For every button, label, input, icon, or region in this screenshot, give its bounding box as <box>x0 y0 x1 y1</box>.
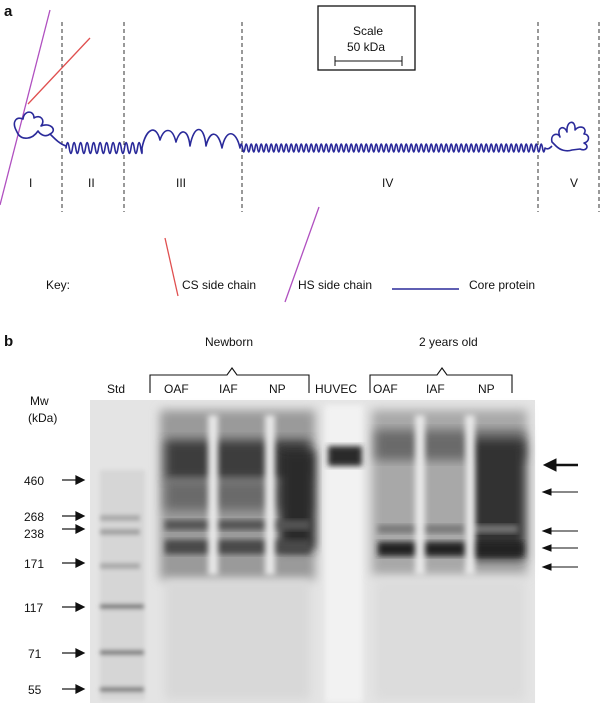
cs-key-swatch <box>164 237 179 297</box>
scale-box: Scale 50 kDa <box>317 5 416 71</box>
domain-label-ii: II <box>88 176 95 190</box>
band-arrow-2-icon <box>541 527 578 535</box>
domain-labels: I II III IV V <box>29 176 578 190</box>
legend-key: Key: CS side chain HS side chain Core pr… <box>46 206 535 303</box>
lane-label-2y-oaf: OAF <box>373 382 398 396</box>
mw-marker-55: 55 <box>28 683 42 697</box>
arrow-171-icon <box>62 558 86 568</box>
scale-title: Scale <box>353 24 383 38</box>
key-label: Key: <box>46 278 70 292</box>
huvec-lane <box>325 405 363 703</box>
mw-marker-268: 268 <box>24 510 44 524</box>
arrow-117-icon <box>62 602 86 612</box>
mw-marker-171: 171 <box>24 557 44 571</box>
newborn-brace <box>149 367 310 393</box>
domain-label-i: I <box>29 176 32 190</box>
panel-b: b Newborn 2 years old Std OAF IAF NP HUV… <box>4 333 578 703</box>
cs-side-chain-line <box>27 37 91 105</box>
group-2y-label: 2 years old <box>419 335 478 349</box>
gel-image <box>90 400 535 703</box>
core-key-label: Core protein <box>469 278 535 292</box>
core-protein <box>13 111 590 155</box>
lane-label-newborn-np: NP <box>269 382 286 396</box>
arrow-268-icon <box>62 511 86 521</box>
hs-side-chain-line <box>0 9 51 206</box>
lane-label-newborn-iaf: IAF <box>219 382 238 396</box>
hs-key-swatch <box>284 206 320 303</box>
newborn-smear <box>160 410 315 700</box>
mw-marker-71: 71 <box>28 647 42 661</box>
two-years-brace <box>369 367 513 393</box>
mw-title: Mw <box>30 394 49 408</box>
arrow-460-icon <box>62 475 86 485</box>
band-arrows-right <box>541 458 578 571</box>
lane-gaps <box>208 415 475 575</box>
lane-label-2y-np: NP <box>478 382 495 396</box>
domain-label-iii: III <box>176 176 186 190</box>
scale-box-frame <box>317 5 416 71</box>
hs-key-label: HS side chain <box>298 278 372 292</box>
std-lane <box>100 470 145 700</box>
domain-label-v: V <box>570 176 578 190</box>
band-arrow-3-icon <box>541 544 578 552</box>
band-arrow-1-icon <box>541 488 578 496</box>
group-newborn-label: Newborn <box>205 335 253 349</box>
domain-i-globule <box>13 111 55 139</box>
mw-marker-arrows <box>62 475 86 694</box>
cs-key-label: CS side chain <box>182 278 256 292</box>
panel-a: a Scale 50 kDa <box>0 3 600 303</box>
mw-marker-117: 117 <box>24 601 43 615</box>
mw-unit: (kDa) <box>28 411 57 425</box>
domain-v-globule <box>550 121 590 152</box>
lane-label-huvec: HUVEC <box>315 382 357 396</box>
panel-b-letter: b <box>4 333 13 350</box>
arrow-238-icon <box>62 524 86 534</box>
mw-marker-460: 460 <box>24 474 44 488</box>
domain-separators <box>61 22 600 212</box>
mw-marker-labels: 460 268 238 171 117 71 55 <box>24 474 44 697</box>
domain-label-iv: IV <box>382 176 393 190</box>
arrow-55-icon <box>62 684 86 694</box>
arrow-71-icon <box>62 648 86 658</box>
band-arrow-4-icon <box>541 563 578 571</box>
two-years-smear <box>372 410 527 700</box>
scale-value: 50 kDa <box>347 40 385 54</box>
mw-marker-238: 238 <box>24 527 44 541</box>
core-backbone-path <box>49 128 553 155</box>
lane-label-newborn-oaf: OAF <box>164 382 189 396</box>
lane-label-std: Std <box>107 382 125 396</box>
lane-label-2y-iaf: IAF <box>426 382 445 396</box>
panel-a-letter: a <box>4 3 13 20</box>
bold-band-arrow-icon <box>542 458 578 472</box>
scale-bar <box>334 56 403 66</box>
